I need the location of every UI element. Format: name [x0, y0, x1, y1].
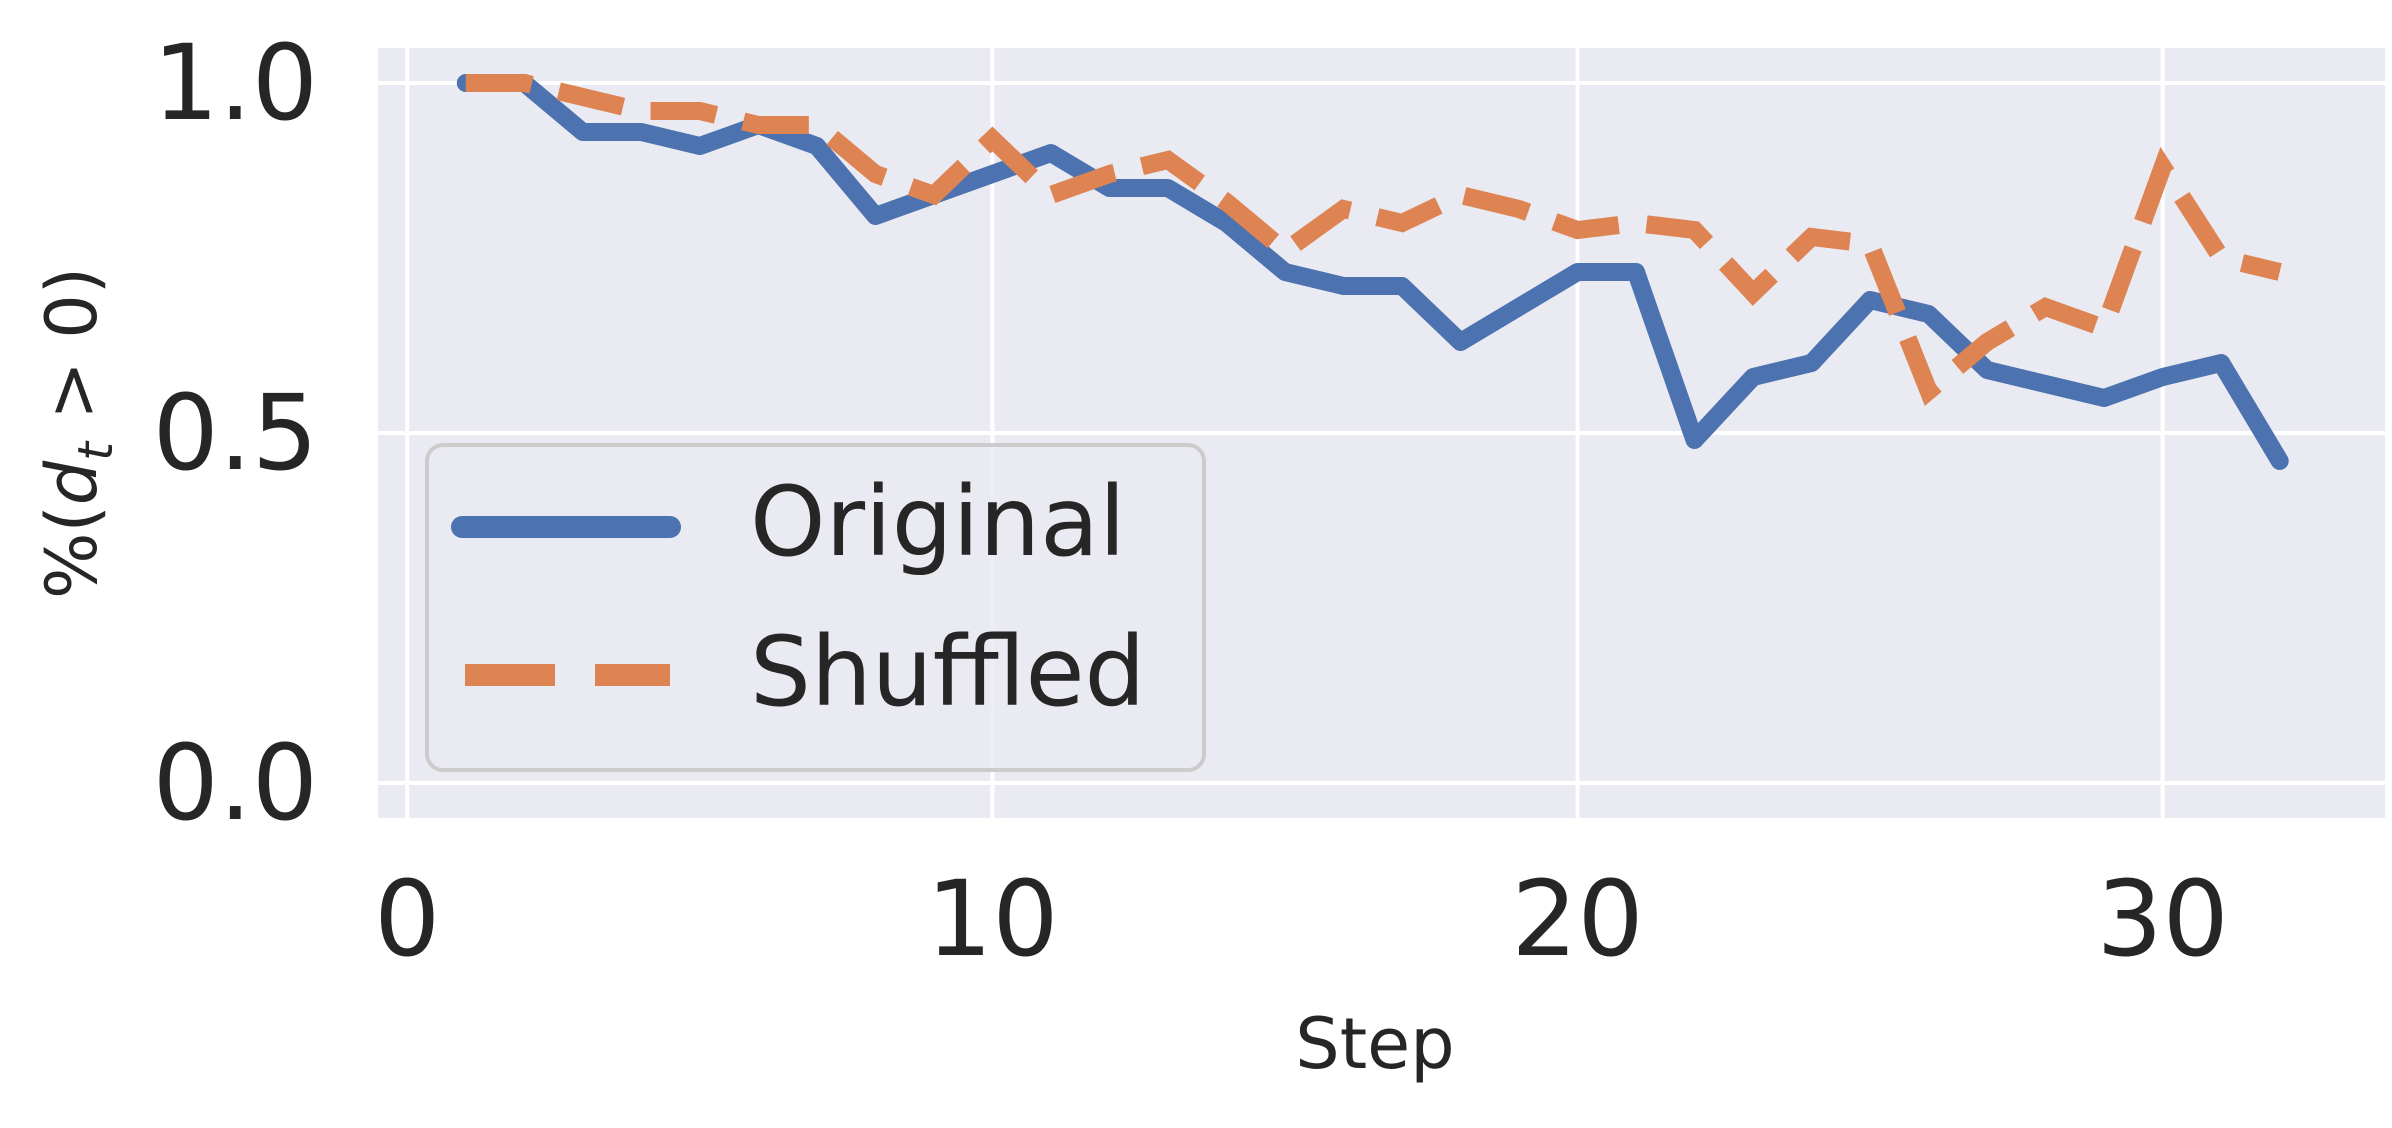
legend: Original Shuffled: [427, 445, 1204, 770]
x-tick-label-0: 0: [374, 858, 440, 980]
x-tick-labels: 0 10 20 30: [374, 858, 2229, 980]
legend-label-shuffled: Shuffled: [750, 616, 1145, 728]
y-tick-label-2: 1.0: [153, 22, 318, 144]
x-tick-label-2: 20: [1511, 858, 1643, 980]
y-axis-label-prefix: %(: [31, 505, 113, 599]
x-tick-label-3: 30: [2096, 858, 2228, 980]
x-axis-label: Step: [1295, 1003, 1454, 1085]
legend-label-original: Original: [750, 466, 1126, 578]
x-tick-label-1: 10: [926, 858, 1058, 980]
y-tick-labels: 0.0 0.5 1.0: [153, 22, 318, 844]
y-tick-label-0: 0.0: [153, 722, 318, 844]
y-axis-label-suffix: > 0): [31, 267, 113, 442]
y-tick-label-1: 0.5: [153, 372, 318, 494]
y-axis-label: %(dt > 0): [31, 267, 124, 599]
y-axis-label-symbol: d: [31, 460, 113, 505]
